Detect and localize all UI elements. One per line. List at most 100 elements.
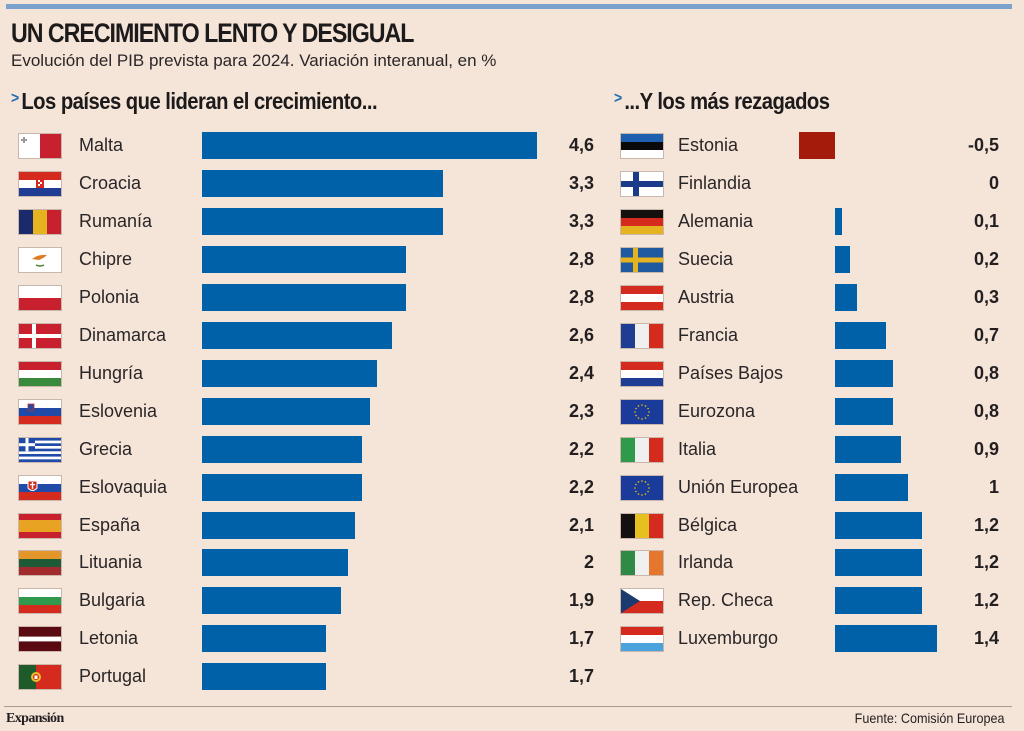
flag-es-icon [19, 513, 61, 538]
flag-hr-icon [19, 171, 61, 196]
flag-pt-icon [19, 665, 61, 690]
data-label: 0,2 [973, 248, 999, 269]
data-label: 2,2 [568, 438, 594, 459]
chart-subtitle: Evolución del PIB prevista para 2024. Va… [11, 51, 497, 70]
category-label: Portugal [79, 666, 147, 687]
data-label: 0 [988, 172, 999, 193]
chart-title: UN CRECIMIENTO LENTO Y DESIGUAL [11, 18, 414, 48]
category-label: Croacia [79, 172, 142, 193]
flag-nl-icon [621, 361, 663, 386]
bar [835, 207, 843, 235]
top-rule [6, 4, 1012, 9]
category-label: España [79, 514, 141, 535]
bar-row: Grecia 2,2 [0, 431, 600, 469]
bar [202, 511, 356, 539]
bar [202, 397, 370, 425]
bar [202, 663, 326, 691]
bar-row: Países Bajos 0,8 [0, 355, 1024, 393]
flag-ee-icon [621, 134, 663, 158]
bar [202, 359, 377, 387]
flag-cz-icon [621, 589, 663, 614]
flag-at-icon [621, 285, 663, 310]
bar-row: Eslovenia 2,3 [0, 393, 600, 431]
flag-pl-icon [19, 285, 61, 310]
flag-hu-icon [19, 361, 61, 386]
data-label: 0,8 [973, 400, 999, 421]
category-label: Eurozona [678, 400, 756, 421]
flag-se-icon [621, 247, 663, 272]
bar-row: Rep. Checa 1,2 [0, 582, 1024, 620]
bar [202, 207, 443, 235]
bar [202, 169, 443, 197]
data-label: 2,6 [568, 324, 594, 345]
bar-row: Estonia -0,5 [0, 127, 1024, 165]
bar-row: Bulgaria 1,9 [0, 582, 600, 620]
bar-row: Bélgica 1,2 [0, 507, 1024, 545]
right-panel-title: ...Y los más rezagados [624, 88, 830, 114]
bar-row: Dinamarca 2,6 [0, 317, 600, 355]
bar-row: Eslovaquia 2,2 [0, 469, 600, 507]
chevron-right-icon: > [614, 90, 622, 107]
flag-fr-icon [621, 323, 663, 348]
category-label: Países Bajos [678, 362, 784, 383]
data-label: -0,5 [967, 135, 999, 155]
flag-lt-icon [19, 551, 61, 576]
bar-row: España 2,1 [0, 507, 600, 545]
data-label: 0,9 [973, 438, 999, 459]
bar-row: Luxemburgo 1,4 [0, 620, 1024, 658]
data-label: 0,8 [973, 362, 999, 383]
data-label: 1,4 [973, 628, 999, 649]
bar [202, 321, 392, 349]
flag-dk-icon [19, 323, 61, 348]
bar-row: Malta 4,6 [0, 127, 600, 165]
category-label: Grecia [79, 438, 133, 459]
data-label: 1,2 [973, 552, 999, 573]
data-label: 2 [583, 552, 594, 573]
category-label: Dinamarca [79, 324, 167, 345]
brand-logo: Expansión [6, 711, 64, 726]
data-label: 2,8 [568, 286, 594, 307]
category-label: Alemania [678, 210, 754, 231]
flag-de-icon [621, 209, 663, 234]
data-label: 0,3 [973, 286, 999, 307]
category-label: Unión Europea [678, 476, 799, 497]
footer-rule [4, 706, 1012, 707]
source-note: Fuente: Comisión Europea [855, 710, 1005, 726]
category-label: Chipre [79, 248, 133, 269]
bar [835, 473, 908, 501]
flag-si-icon [19, 399, 61, 424]
data-label: 2,2 [568, 476, 594, 497]
data-label: 1,7 [568, 666, 594, 687]
bar [835, 625, 938, 653]
data-label: 2,1 [568, 514, 594, 535]
bar [202, 245, 407, 273]
category-label: Eslovaquia [79, 476, 168, 497]
bar-row: Croacia 3,3 [0, 165, 600, 203]
category-label: Rep. Checa [678, 590, 774, 611]
category-label: Lituania [79, 552, 143, 573]
flag-ie-icon [621, 551, 663, 576]
flag-gr-icon [19, 437, 61, 462]
flag-lu-icon [621, 627, 663, 652]
bar-row: Rumanía 3,3 [0, 203, 600, 241]
category-label: Francia [678, 324, 739, 345]
flag-fi-icon [621, 171, 663, 196]
bar [835, 321, 887, 349]
flag-sk-icon [19, 475, 61, 500]
category-label: Malta [79, 135, 124, 155]
bar [835, 245, 850, 273]
bar [202, 132, 538, 159]
left-panel-heading: > Los países que lideran el crecimiento..… [11, 88, 378, 115]
category-label: Bélgica [678, 514, 738, 535]
data-label: 3,3 [568, 172, 594, 193]
bar-row: Alemania 0,1 [0, 203, 1024, 241]
data-label: 1,7 [568, 628, 594, 649]
bar [202, 587, 341, 615]
data-label: 2,4 [568, 362, 594, 383]
bar [202, 473, 363, 501]
bar-row: Italia 0,9 [0, 431, 1024, 469]
bar-row: Polonia 2,8 [0, 279, 600, 317]
category-label: Hungría [79, 362, 144, 383]
category-label: Bulgaria [79, 590, 146, 611]
bar [202, 283, 407, 311]
